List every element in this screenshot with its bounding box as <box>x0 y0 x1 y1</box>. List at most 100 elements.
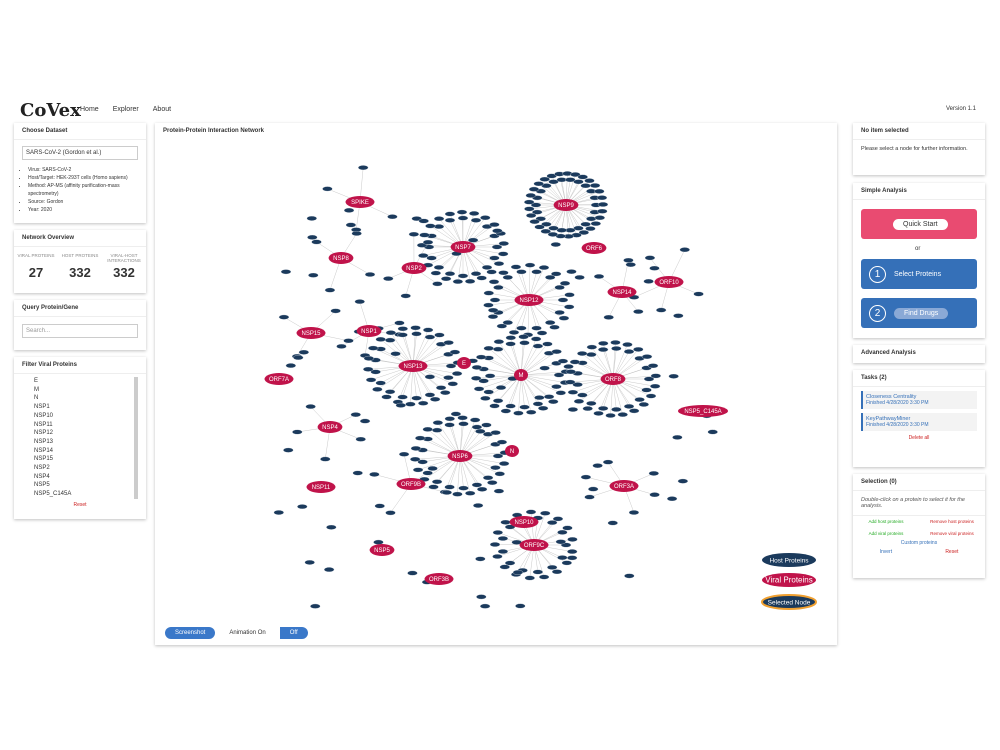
viral-node[interactable] <box>457 357 471 369</box>
nav-link[interactable]: Home <box>80 106 99 113</box>
host-node <box>551 349 562 355</box>
step: 2 <box>869 304 886 322</box>
host-node <box>363 355 375 361</box>
task[interactable]: KeyPathwayMiner Finished 4/28/2020 3:30 P… <box>861 413 977 431</box>
action[interactable]: Remove host proteins <box>930 519 974 524</box>
host-node <box>492 530 504 536</box>
screenshot-button[interactable]: Screenshot <box>165 627 216 639</box>
viral-node[interactable] <box>553 199 579 211</box>
filter-item[interactable]: NSP11 <box>34 421 53 428</box>
filter-item[interactable]: NSP13 <box>34 438 54 445</box>
select-proteins[interactable]: 1 Select Proteins <box>861 259 977 289</box>
viral-node[interactable] <box>514 369 528 381</box>
actions: Add host proteins Remove host proteins Add… <box>853 515 985 540</box>
host-node <box>531 269 542 275</box>
task[interactable]: Closeness Centrality Finished 4/28/2020 3… <box>861 391 977 409</box>
host-node <box>492 398 504 404</box>
host-node <box>320 456 331 462</box>
host-node <box>623 257 634 263</box>
filter-item[interactable]: NSP2 <box>34 465 50 472</box>
dataset-select[interactable]: SARS-CoV-2 (Gordon et al.) <box>22 146 138 160</box>
viral-node[interactable] <box>317 421 343 433</box>
network[interactable]: SPIKE NSP9 NSP7 ORF6 NSP8 NSP2 NSP12 NSP14 ORF10… <box>155 140 837 625</box>
viral-node[interactable] <box>328 252 354 264</box>
viral-node[interactable] <box>654 276 684 288</box>
viral-node[interactable] <box>447 450 473 462</box>
nav-link[interactable]: Explorer <box>112 106 139 113</box>
filter-item[interactable]: NSP5_C145A <box>34 491 72 498</box>
action[interactable]: Add host proteins <box>868 519 904 524</box>
host-node <box>537 405 549 411</box>
find-drugs[interactable]: 2 Find Drugs <box>861 298 977 328</box>
viral-node[interactable] <box>401 262 427 274</box>
nav-link[interactable]: About <box>152 106 172 113</box>
viral-node[interactable] <box>396 478 426 490</box>
quick-start[interactable]: Quick Start <box>861 209 977 239</box>
search[interactable]: Search... <box>22 324 138 338</box>
edge <box>520 374 566 383</box>
filter-item[interactable]: E <box>34 378 39 384</box>
viral-node[interactable] <box>581 242 607 254</box>
filter-item[interactable]: N <box>34 395 39 402</box>
viral-node[interactable] <box>505 445 519 457</box>
filter-item[interactable]: NSP4 <box>34 473 50 480</box>
viral-node[interactable] <box>398 360 428 372</box>
host-node <box>352 470 363 476</box>
logo[interactable]: CoVex <box>20 100 81 121</box>
host-node <box>326 524 337 530</box>
viral-node[interactable] <box>519 539 549 551</box>
host-node <box>525 193 536 198</box>
filter-item[interactable]: NSP5 <box>34 482 50 489</box>
host-node <box>369 471 380 477</box>
host-node <box>565 379 576 385</box>
host-node <box>673 313 684 319</box>
filter-item[interactable]: NSP1 <box>34 404 50 411</box>
viral-node[interactable] <box>296 327 326 339</box>
host-node <box>500 408 512 414</box>
host-node <box>293 355 304 361</box>
viral-node[interactable] <box>369 544 395 556</box>
reset[interactable]: Reset <box>73 502 87 508</box>
host-node <box>530 336 542 342</box>
viral-node[interactable] <box>600 373 626 385</box>
host-node <box>547 520 558 526</box>
viral-node-label: NSP11 <box>312 485 331 491</box>
action[interactable]: Remove viral proteins <box>930 531 974 536</box>
action[interactable]: Add viral proteins <box>868 531 904 536</box>
viral-node[interactable] <box>678 405 728 417</box>
filter-item[interactable]: NSP10 <box>34 412 54 419</box>
filter-item[interactable]: M <box>34 386 39 393</box>
viral-node[interactable] <box>356 325 382 337</box>
task-status: Finished 4/28/2020 3:30 PM <box>866 400 929 406</box>
stat: Viral Proteins 27 <box>16 253 56 280</box>
viral-node[interactable] <box>345 196 375 208</box>
host-node <box>548 399 559 405</box>
host-node <box>493 339 505 345</box>
filter-item[interactable]: NSP12 <box>34 430 54 437</box>
animation-off[interactable]: Off <box>279 627 308 639</box>
custom[interactable]: Custom proteins <box>900 540 938 546</box>
viral-node[interactable] <box>609 480 639 492</box>
viral-node[interactable] <box>450 241 476 253</box>
reset[interactable]: Reset <box>945 549 959 555</box>
host-node <box>542 341 553 347</box>
host-node <box>451 371 463 377</box>
delete-all[interactable]: Delete all <box>908 435 930 441</box>
card-title: Query Protein/Gene <box>14 300 146 317</box>
invert[interactable]: Invert <box>879 549 893 555</box>
viral-node[interactable] <box>306 481 336 493</box>
viral-node[interactable] <box>424 573 454 585</box>
host-node <box>567 536 578 542</box>
host-node <box>679 247 690 253</box>
viral-node[interactable] <box>264 373 294 385</box>
animation-on[interactable]: Animation On <box>229 630 266 636</box>
host-node <box>304 559 315 565</box>
host-node <box>584 494 595 500</box>
viral-node[interactable] <box>607 286 637 298</box>
card-title[interactable]: Advanced Analysis <box>861 350 916 356</box>
viral-node[interactable] <box>509 516 539 528</box>
viral-node-label: N <box>510 449 514 455</box>
viral-node[interactable] <box>514 294 544 306</box>
filter-item[interactable]: NSP15 <box>34 456 54 463</box>
filter-item[interactable]: NSP14 <box>34 447 54 454</box>
